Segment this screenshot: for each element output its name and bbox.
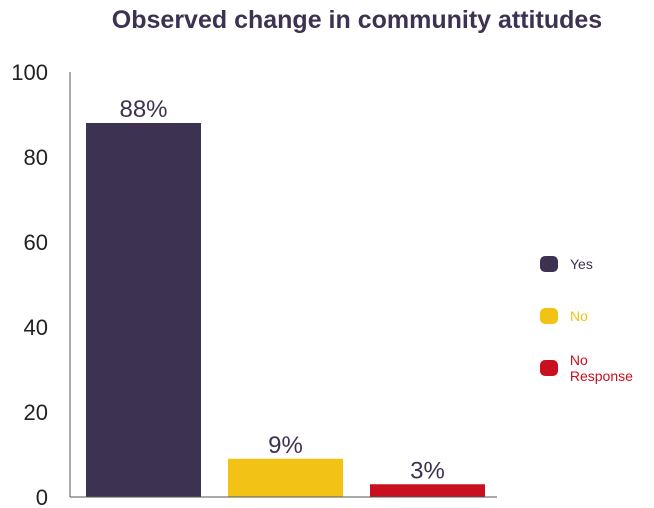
y-tick-label: 100 (11, 60, 48, 85)
legend-item: Yes (540, 254, 654, 274)
legend-label: Yes (570, 256, 593, 272)
data-label: 9% (268, 432, 303, 459)
legend-label: No (570, 308, 588, 324)
y-tick-label: 0 (36, 485, 48, 508)
legend: Yes No No Response (540, 254, 654, 410)
bar-yes (86, 123, 201, 497)
bars (86, 123, 485, 497)
y-tick-label: 80 (24, 145, 48, 170)
data-label: 88% (119, 96, 167, 123)
legend-swatch (540, 308, 558, 324)
legend-label: No Response (569, 352, 633, 384)
legend-swatch (540, 360, 558, 376)
y-axis-ticks: 0 20 40 60 80 100 (11, 60, 48, 508)
bar-no-response (370, 484, 485, 497)
legend-item: No (540, 306, 654, 326)
bar-no (228, 458, 343, 497)
y-tick-label: 20 (24, 400, 48, 425)
legend-swatch (540, 256, 558, 272)
chart-title: Observed change in community attitudes (111, 6, 603, 34)
legend-item: No Response (540, 352, 654, 384)
y-tick-label: 60 (24, 230, 48, 255)
data-labels: 88% 9% 3% (119, 96, 444, 484)
data-label: 3% (410, 457, 445, 484)
y-tick-label: 40 (24, 315, 48, 340)
